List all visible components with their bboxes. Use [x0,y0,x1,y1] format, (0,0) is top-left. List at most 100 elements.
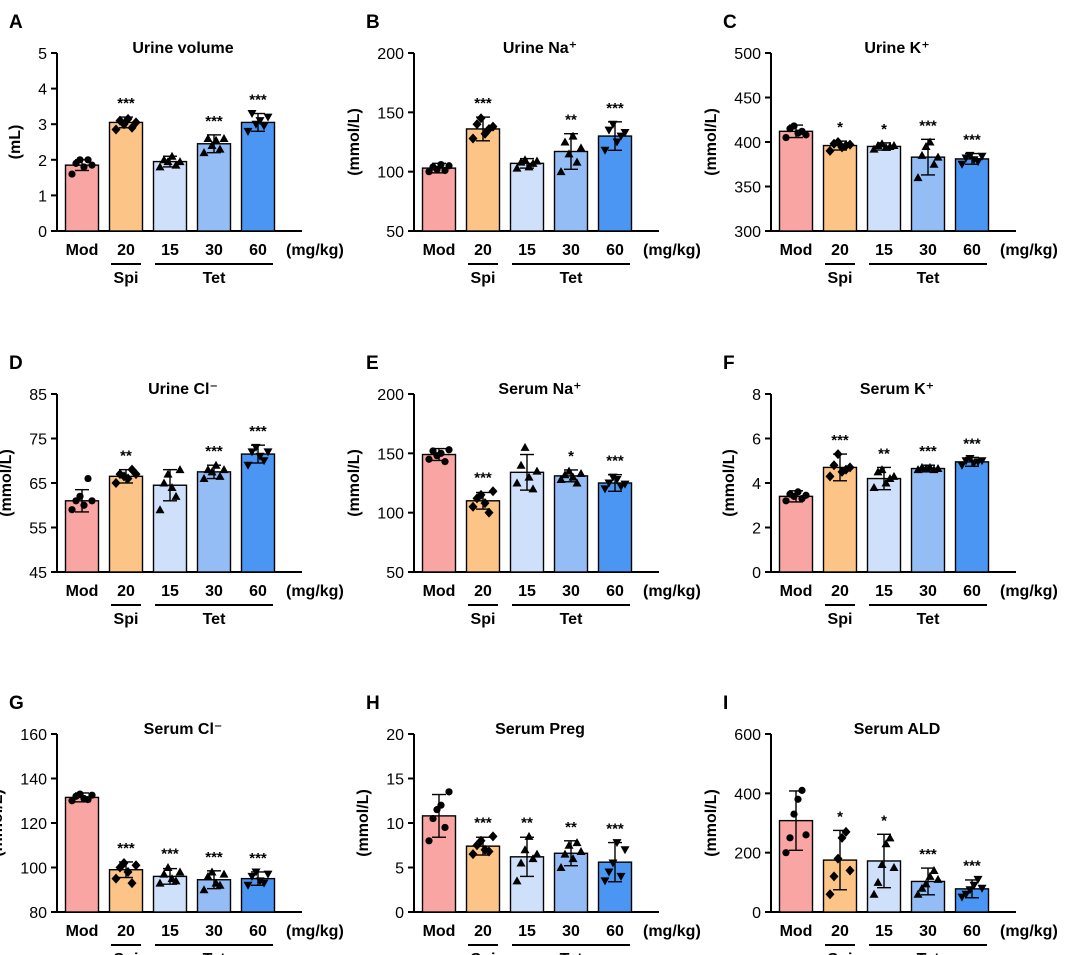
y-tick-label: 5 [395,861,404,878]
bar-Mod [778,495,814,573]
x-unit-label: (mg/kg) [286,583,344,600]
y-tick-label: 600 [734,727,761,744]
x-unit-label: (mg/kg) [643,242,701,259]
y-tick-label: 8 [752,387,761,404]
data-point [199,885,209,894]
x-unit-label: (mg/kg) [643,583,701,600]
x-unit-label: (mg/kg) [1000,242,1058,259]
data-point [528,484,538,493]
data-point [123,866,133,877]
data-point [131,860,141,871]
data-point [786,834,794,842]
group-label-tet: Tet [560,270,583,287]
data-point [921,141,931,150]
y-axis-label: (mmol/L) [703,108,720,176]
data-point [488,121,498,132]
significance-label: *** [474,469,492,486]
group-label-tet: Tet [917,270,940,287]
significance-label: *** [161,846,179,863]
panel-label: G [9,693,24,714]
data-point [215,144,225,153]
significance-label: *** [205,849,223,866]
y-tick-label: 4 [752,476,761,493]
data-point [247,448,257,457]
data-point [564,149,574,158]
data-point [973,875,983,884]
data-point [476,113,486,124]
data-point [600,146,610,155]
group-label-spi: Spi [828,611,853,628]
data-point [524,831,534,840]
bar-Mod [64,164,100,232]
data-point [913,465,923,474]
data-point [203,871,213,880]
group-label-tet: Tet [560,951,583,955]
data-point [131,469,141,480]
data-point [476,489,486,500]
significance-label: * [837,119,843,136]
data-point [965,455,975,464]
bar-60 [954,461,990,573]
x-category-label: 15 [161,923,179,940]
x-category-label: 60 [249,923,267,940]
group-label-spi: Spi [114,270,139,287]
data-point [203,133,213,142]
x-category-label: 20 [474,923,492,940]
x-category-label: 60 [963,583,981,600]
panel-title: Serum K⁺ [860,381,934,398]
data-point [251,868,261,877]
y-tick-label: 15 [386,772,404,789]
data-point [612,138,622,147]
data-point [259,879,269,888]
data-point [159,478,169,487]
x-unit-label: (mg/kg) [1000,923,1058,940]
data-point [973,158,983,167]
data-point [251,443,261,452]
x-category-label: Mod [423,242,456,259]
data-point [564,466,574,475]
y-tick-label: 300 [734,224,761,241]
x-category-label: 20 [117,242,135,259]
panel-title: Urine volume [132,40,233,57]
x-category-label: 60 [249,583,267,600]
panel-title: Serum Preg [495,721,585,738]
data-point [608,120,618,129]
data-point [219,465,229,474]
data-point [929,159,939,168]
data-point [913,889,923,898]
panel-F: F Serum K⁺ 0 2 4 6 8 (mmol/L) Mod *** 20 ** 15 *** 30 *… [721,353,1058,628]
data-point [889,471,899,480]
x-category-label: 30 [562,923,580,940]
panel-label: B [366,12,380,33]
significance-label: *** [919,846,937,863]
data-point [512,163,522,172]
data-point [572,838,582,847]
data-point [608,859,618,868]
panel-H: H Serum Preg 0 5 10 15 20 (mmol/L) Mod *** 20 ** 15 *… [355,693,701,955]
data-point [572,478,582,487]
bar-Mod [421,167,457,232]
data-point [468,501,478,512]
significance-label: *** [474,814,492,831]
data-point [877,139,887,148]
y-tick-label: 350 [734,180,761,197]
data-point [167,482,177,491]
x-category-label: 30 [562,583,580,600]
data-point [211,135,221,144]
panel-title: Serum Cl⁻ [144,721,223,738]
group-label-spi: Spi [828,270,853,287]
data-point [881,839,891,848]
data-point [243,881,253,890]
data-point [620,129,630,138]
x-category-label: 60 [606,583,624,600]
significance-label: ** [120,448,132,465]
data-point [441,458,449,466]
data-point [468,849,478,860]
data-point [437,449,445,457]
data-point [425,837,433,845]
data-point [568,472,578,481]
data-point [604,126,614,135]
data-point [576,143,586,152]
x-category-label: 60 [963,923,981,940]
data-point [925,137,935,146]
